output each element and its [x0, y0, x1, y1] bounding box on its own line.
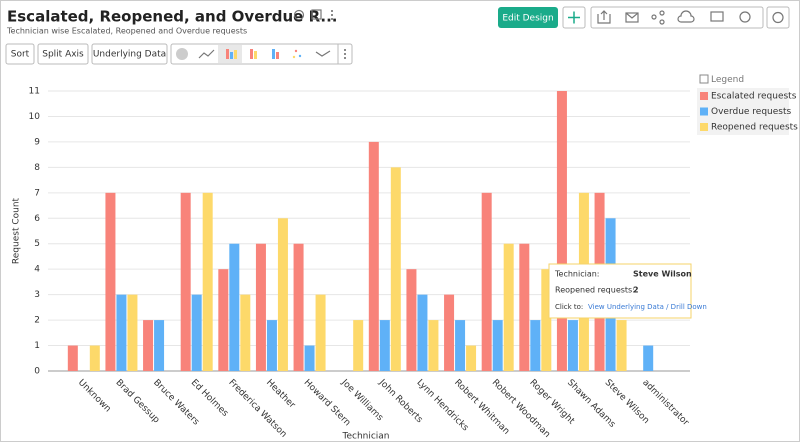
bar — [406, 269, 417, 371]
y-tick-label: 2 — [34, 316, 40, 326]
legend-title: Legend — [711, 75, 744, 85]
bar — [143, 320, 154, 371]
bar — [541, 269, 552, 371]
tooltip-name: Steve Wilson — [633, 270, 692, 279]
tooltip-box — [548, 263, 692, 319]
bar — [116, 294, 127, 371]
bar — [567, 320, 578, 371]
tooltip-metric: Reopened requests: — [555, 286, 635, 295]
bar — [266, 320, 277, 371]
bar — [202, 192, 213, 371]
bar — [530, 320, 541, 371]
y-tick-label: 4 — [34, 265, 40, 275]
bar — [390, 167, 401, 371]
bar — [428, 320, 439, 371]
edit-design-button[interactable] — [498, 7, 558, 28]
tooltip-label: Technician: — [554, 270, 600, 279]
bar — [127, 294, 138, 371]
bar — [556, 91, 567, 371]
legend-label[interactable]: Reopened requests — [711, 123, 798, 133]
bar — [229, 243, 240, 371]
legend: Escalated requests Overdue requests Reopen… — [700, 92, 798, 133]
x-axis-title: Technician — [341, 432, 389, 442]
bar — [240, 294, 251, 371]
bar — [616, 320, 627, 371]
bar — [180, 192, 191, 371]
tooltip[interactable]: Technician: Steve Wilson Reopened reques… — [548, 263, 707, 319]
y-tick-label: 6 — [34, 214, 40, 224]
bar — [293, 243, 304, 371]
bar — [444, 294, 455, 371]
bar — [368, 141, 379, 371]
bar — [492, 320, 503, 371]
report-title: Escalated, Reopened, and Overdue R... — [7, 8, 338, 26]
bar — [255, 243, 266, 371]
legend-swatch — [700, 107, 708, 116]
y-tick-label: 8 — [34, 163, 40, 173]
sort-button[interactable]: Sort — [11, 50, 30, 60]
split-axis-button[interactable]: Split Axis — [42, 50, 84, 60]
bar — [379, 320, 390, 371]
legend-label[interactable]: Overdue requests — [711, 107, 792, 117]
report-subtitle: Technician wise Escalated, Reopened and … — [6, 27, 247, 36]
bar — [191, 294, 202, 371]
legend-label[interactable]: Escalated requests — [711, 92, 797, 102]
underlying-data-button[interactable]: Underlying Data — [93, 50, 166, 60]
bar — [455, 320, 466, 371]
bar — [89, 345, 100, 371]
action-icons[interactable] — [562, 6, 790, 29]
bar — [315, 294, 326, 371]
header-icons[interactable] — [293, 9, 334, 21]
tooltip-action[interactable]: View Underlying Data / Drill Down — [588, 303, 707, 311]
bar — [417, 294, 428, 371]
toolbar[interactable] — [5, 43, 353, 65]
bar — [643, 345, 654, 371]
y-tick-label: 1 — [34, 341, 40, 351]
tooltip-action-label: Click to: — [555, 303, 583, 311]
edit-design-label[interactable]: Edit Design — [502, 14, 553, 24]
bar — [277, 218, 288, 371]
legend-swatch — [700, 123, 708, 131]
legend-toggle[interactable] — [699, 74, 709, 84]
bar — [105, 192, 116, 371]
y-tick-label: 3 — [34, 290, 40, 300]
y-tick-label: 0 — [34, 367, 40, 377]
bar — [304, 345, 315, 371]
bar — [503, 243, 514, 371]
bar — [481, 192, 492, 371]
legend-swatch — [700, 92, 708, 100]
y-tick-label: 7 — [34, 188, 40, 198]
y-tick-label: 11 — [29, 87, 40, 97]
bar — [353, 320, 364, 371]
bar — [154, 320, 165, 371]
bar — [218, 269, 229, 371]
bar — [67, 345, 78, 371]
y-axis-title: Request Count — [12, 197, 22, 264]
y-tick-label: 10 — [29, 112, 41, 122]
bar — [519, 243, 530, 371]
y-tick-label: 9 — [34, 137, 40, 147]
tooltip-value: 2 — [633, 286, 639, 295]
bar — [466, 345, 477, 371]
legend-background — [697, 88, 789, 135]
y-tick-label: 5 — [34, 239, 40, 249]
